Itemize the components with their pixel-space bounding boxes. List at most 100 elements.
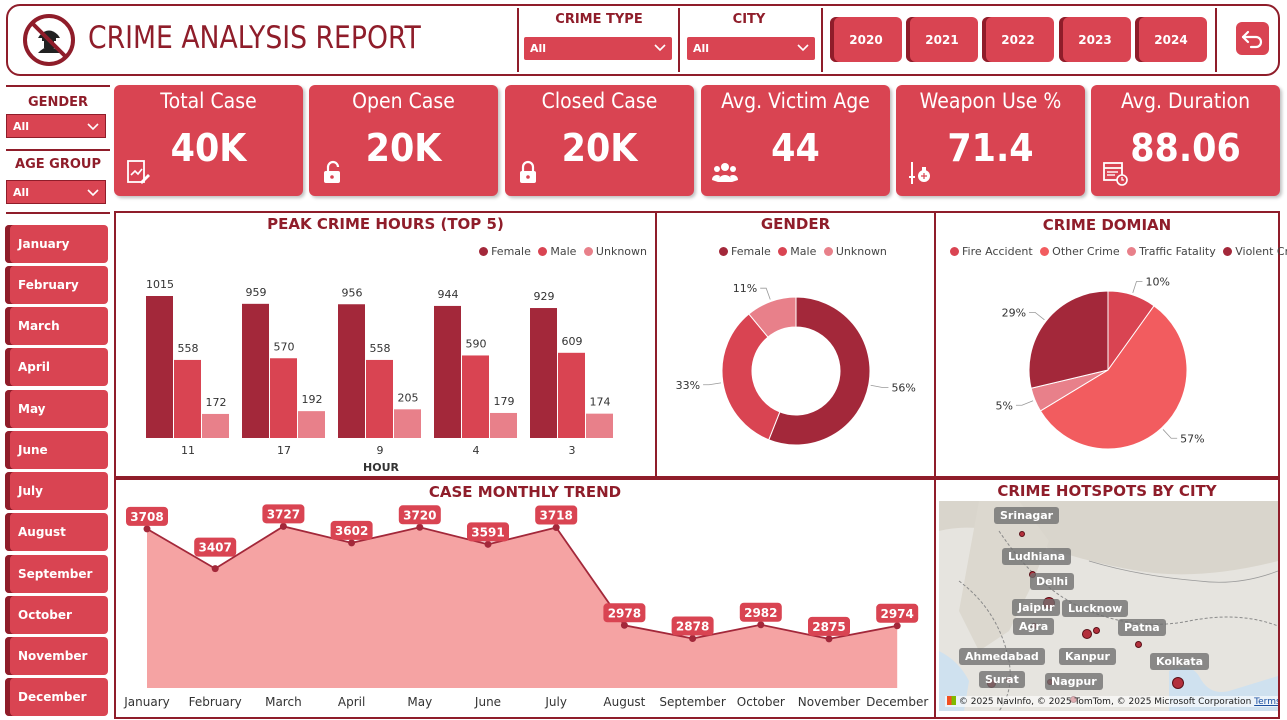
x-tick-label: 11 <box>181 444 195 457</box>
month-button-april[interactable]: April <box>5 348 108 386</box>
legend-item[interactable]: Female <box>479 245 531 258</box>
header-bar: CRIME ANALYSIS REPORT CRIME TYPE All CIT… <box>6 4 1280 76</box>
legend-label: Female <box>731 245 771 258</box>
month-button-february[interactable]: February <box>5 266 108 304</box>
crime-domain-panel: CRIME DOMIAN Fire Accident Other Crime T… <box>934 211 1287 478</box>
crime-type-dropdown[interactable]: All <box>524 37 672 60</box>
month-button-august[interactable]: August <box>5 513 108 551</box>
crime-hotspots-map[interactable]: Srinagar Ludhiana Delhi Jaipur Lucknow A… <box>939 501 1278 711</box>
leader-line <box>1029 311 1045 321</box>
month-button-july[interactable]: July <box>5 472 108 510</box>
month-button-june[interactable]: June <box>5 431 108 469</box>
x-tick-label: March <box>265 695 302 709</box>
legend-label: Violent Crime <box>1235 245 1287 258</box>
legend-label: Unknown <box>595 245 647 258</box>
legend-item[interactable]: Unknown <box>583 245 647 258</box>
crime-domain-pie-chart: 10% 57% 5% 29% <box>995 275 1205 450</box>
kpi-value: 40K <box>170 126 247 170</box>
x-tick-label: August <box>603 695 645 709</box>
month-button-november[interactable]: November <box>5 637 108 675</box>
data-label: 956 <box>342 286 363 299</box>
legend-label: Female <box>491 245 531 258</box>
donut-slice-female <box>768 296 871 446</box>
city-label-kanpur: Kanpur <box>1059 648 1116 665</box>
legend-item[interactable]: Traffic Fatality <box>1127 245 1216 258</box>
crime-logo-icon <box>23 14 75 66</box>
legend-label: Male <box>790 245 817 258</box>
chevron-down-icon <box>87 123 99 131</box>
age-group-dropdown[interactable]: All <box>6 180 106 204</box>
hotspot-dot[interactable] <box>1019 531 1025 537</box>
lock-icon <box>520 160 536 183</box>
kpi-title: Total Case <box>160 89 257 113</box>
map-attribution-text: © 2025 NavInfo, © 2025 TomTom, © 2025 Mi… <box>958 697 1252 707</box>
legend-item[interactable]: Male <box>778 245 816 258</box>
hotspot-dot[interactable] <box>1082 629 1092 639</box>
legend-item[interactable]: Unknown <box>823 245 887 258</box>
x-tick-label: July <box>544 695 567 709</box>
legend-dot <box>778 247 788 256</box>
data-label: 944 <box>438 288 459 301</box>
data-label: 959 <box>246 286 267 299</box>
hotspot-dot[interactable] <box>1135 641 1142 648</box>
bar-female <box>146 296 173 438</box>
kpi-card-avg-duration: Avg. Duration 88.06 <box>1091 85 1280 196</box>
city-label: CITY <box>732 12 766 27</box>
year-button-2020[interactable]: 2020 <box>830 17 902 62</box>
back-arrow-icon <box>1241 30 1263 49</box>
legend-label: Other Crime <box>1052 245 1120 258</box>
gender-dropdown[interactable]: All <box>6 114 106 138</box>
trend-point <box>416 523 424 531</box>
city-label-nagpur: Nagpur <box>1045 673 1103 690</box>
x-tick-label: 17 <box>277 444 291 457</box>
month-button-january[interactable]: January <box>5 225 108 263</box>
year-button-2024[interactable]: 2024 <box>1135 17 1207 62</box>
data-label: 179 <box>494 395 515 408</box>
map-terms-link[interactable]: Terms <box>1254 697 1278 707</box>
month-button-may[interactable]: May <box>5 390 108 428</box>
trend-point <box>211 565 219 573</box>
trend-point <box>279 522 287 530</box>
city-dropdown[interactable]: All <box>687 37 815 60</box>
city-label-agra: Agra <box>1013 618 1055 635</box>
back-button[interactable] <box>1236 22 1269 55</box>
case-monthly-trend-panel: CASE MONTHLY TREND 3708 January 3407 Februa… <box>114 478 936 719</box>
year-button-2021[interactable]: 2021 <box>906 17 978 62</box>
year-button-2023[interactable]: 2023 <box>1059 17 1131 62</box>
city-label-ahmedabad: Ahmedabad <box>959 648 1045 665</box>
year-button-2022[interactable]: 2022 <box>982 17 1054 62</box>
header-divider <box>1215 8 1217 72</box>
hotspot-dot[interactable] <box>1172 677 1184 689</box>
city-label-jaipur: Jaipur <box>1012 599 1061 616</box>
chart-title: GENDER <box>760 215 831 233</box>
chart-title: CRIME DOMIAN <box>1042 216 1172 234</box>
pie-slice-violent-crime <box>1028 290 1109 389</box>
data-label: 3407 <box>198 541 231 555</box>
month-button-september[interactable]: September <box>5 555 108 593</box>
hotspot-dot[interactable] <box>1093 627 1100 634</box>
legend-item[interactable]: Violent Crime <box>1223 245 1287 258</box>
legend-label: Unknown <box>835 245 887 258</box>
donut-slice-male <box>721 313 781 441</box>
legend-item[interactable]: Other Crime <box>1040 245 1120 258</box>
data-label: 172 <box>206 396 227 409</box>
data-label: 29% <box>1002 306 1026 319</box>
header-divider <box>821 8 823 72</box>
month-button-october[interactable]: October <box>5 596 108 634</box>
legend-item[interactable]: Female <box>719 245 771 258</box>
legend-item[interactable]: Male <box>538 245 576 258</box>
city-label-surat: Surat <box>979 671 1025 688</box>
x-tick-label: February <box>189 695 242 709</box>
x-tick-label: October <box>737 695 785 709</box>
month-button-december[interactable]: December <box>5 678 108 716</box>
month-button-march[interactable]: March <box>5 307 108 345</box>
city-label-srinagar: Srinagar <box>994 507 1060 524</box>
bar-male <box>558 352 585 438</box>
case-monthly-trend-chart: 3708 January 3407 February 3727 March 3602 Apri… <box>123 504 928 709</box>
data-label: 3708 <box>130 510 163 524</box>
legend-dot <box>538 247 548 256</box>
x-tick-label: June <box>474 695 501 709</box>
data-label: 2875 <box>812 620 845 634</box>
kpi-value: 88.06 <box>1130 126 1241 170</box>
legend-item[interactable]: Fire Accident <box>950 245 1033 258</box>
